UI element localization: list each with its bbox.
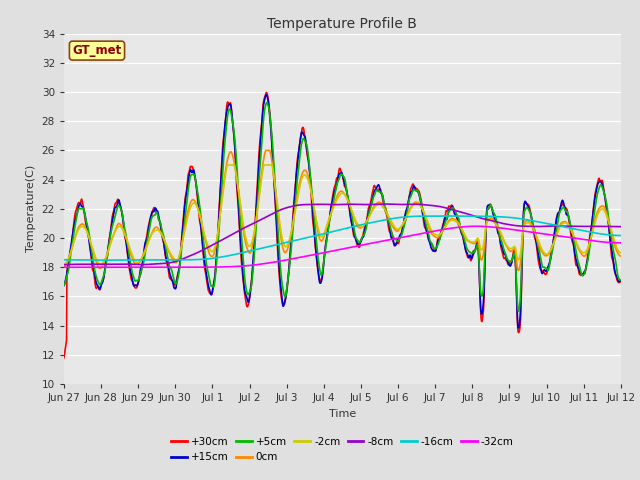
+30cm [147, 215, 155, 220]
-32cm [556, 233, 564, 239]
+15cm [328, 200, 336, 206]
0cm [147, 232, 155, 238]
+30cm [617, 278, 625, 284]
-2cm [224, 162, 232, 168]
0cm [556, 222, 564, 228]
-8cm [617, 224, 625, 229]
+30cm [262, 90, 270, 96]
-8cm [328, 202, 335, 207]
-16cm [317, 231, 325, 237]
0cm [328, 206, 336, 212]
-32cm [148, 264, 156, 270]
Line: -8cm: -8cm [64, 204, 621, 264]
-8cm [610, 224, 618, 229]
-32cm [129, 264, 137, 270]
+15cm [611, 265, 618, 271]
-2cm [328, 207, 336, 213]
Title: Temperature Profile B: Temperature Profile B [268, 17, 417, 31]
+15cm [556, 207, 564, 213]
-8cm [147, 261, 155, 267]
Text: GT_met: GT_met [72, 44, 122, 57]
-16cm [328, 229, 336, 235]
+30cm [610, 264, 618, 270]
-2cm [97, 262, 104, 267]
0cm [474, 237, 482, 243]
+5cm [611, 252, 618, 257]
0cm [515, 267, 522, 273]
+5cm [556, 209, 564, 215]
-16cm [611, 232, 618, 238]
-32cm [60, 264, 68, 270]
+30cm [474, 240, 482, 246]
Line: +5cm: +5cm [64, 103, 621, 311]
-16cm [444, 213, 452, 219]
-32cm [472, 223, 480, 229]
-16cm [556, 223, 564, 229]
-8cm [317, 202, 325, 207]
-2cm [617, 250, 625, 256]
-8cm [383, 201, 390, 207]
-2cm [318, 234, 326, 240]
Line: -32cm: -32cm [64, 226, 621, 267]
-32cm [317, 250, 325, 256]
+5cm [328, 206, 336, 212]
+15cm [60, 283, 68, 288]
-2cm [611, 238, 618, 243]
-8cm [60, 262, 68, 267]
Line: -2cm: -2cm [64, 165, 621, 264]
Legend: +30cm, +15cm, +5cm, 0cm, -2cm, -8cm, -16cm, -32cm: +30cm, +15cm, +5cm, 0cm, -2cm, -8cm, -16… [167, 433, 518, 467]
+5cm [515, 308, 522, 314]
Line: +15cm: +15cm [64, 95, 621, 328]
0cm [60, 264, 68, 270]
-16cm [103, 257, 111, 263]
-8cm [556, 223, 563, 229]
+5cm [263, 100, 271, 106]
-32cm [474, 223, 482, 229]
-2cm [474, 236, 482, 241]
+15cm [317, 278, 325, 284]
-16cm [474, 213, 482, 219]
-16cm [60, 257, 68, 263]
+5cm [60, 282, 68, 288]
X-axis label: Time: Time [329, 408, 356, 419]
-2cm [556, 225, 564, 230]
-2cm [60, 261, 68, 267]
Line: +30cm: +30cm [64, 93, 621, 358]
+5cm [147, 217, 155, 223]
0cm [317, 238, 325, 244]
Y-axis label: Temperature(C): Temperature(C) [26, 165, 36, 252]
-16cm [617, 233, 625, 239]
Line: -16cm: -16cm [64, 216, 621, 260]
-32cm [328, 248, 336, 254]
-32cm [611, 240, 618, 246]
0cm [611, 241, 618, 247]
+15cm [515, 325, 522, 331]
0cm [262, 147, 269, 153]
+5cm [317, 272, 325, 278]
+15cm [617, 278, 625, 284]
0cm [617, 253, 625, 259]
+15cm [474, 242, 482, 248]
-8cm [474, 215, 482, 220]
+5cm [617, 277, 625, 283]
-16cm [148, 257, 156, 263]
+30cm [556, 208, 563, 214]
+15cm [147, 212, 155, 218]
+30cm [328, 197, 336, 203]
+30cm [317, 276, 325, 282]
Line: 0cm: 0cm [64, 150, 621, 270]
-2cm [148, 232, 156, 238]
+15cm [262, 92, 270, 97]
-32cm [617, 240, 625, 246]
+30cm [60, 355, 68, 360]
+5cm [474, 242, 482, 248]
